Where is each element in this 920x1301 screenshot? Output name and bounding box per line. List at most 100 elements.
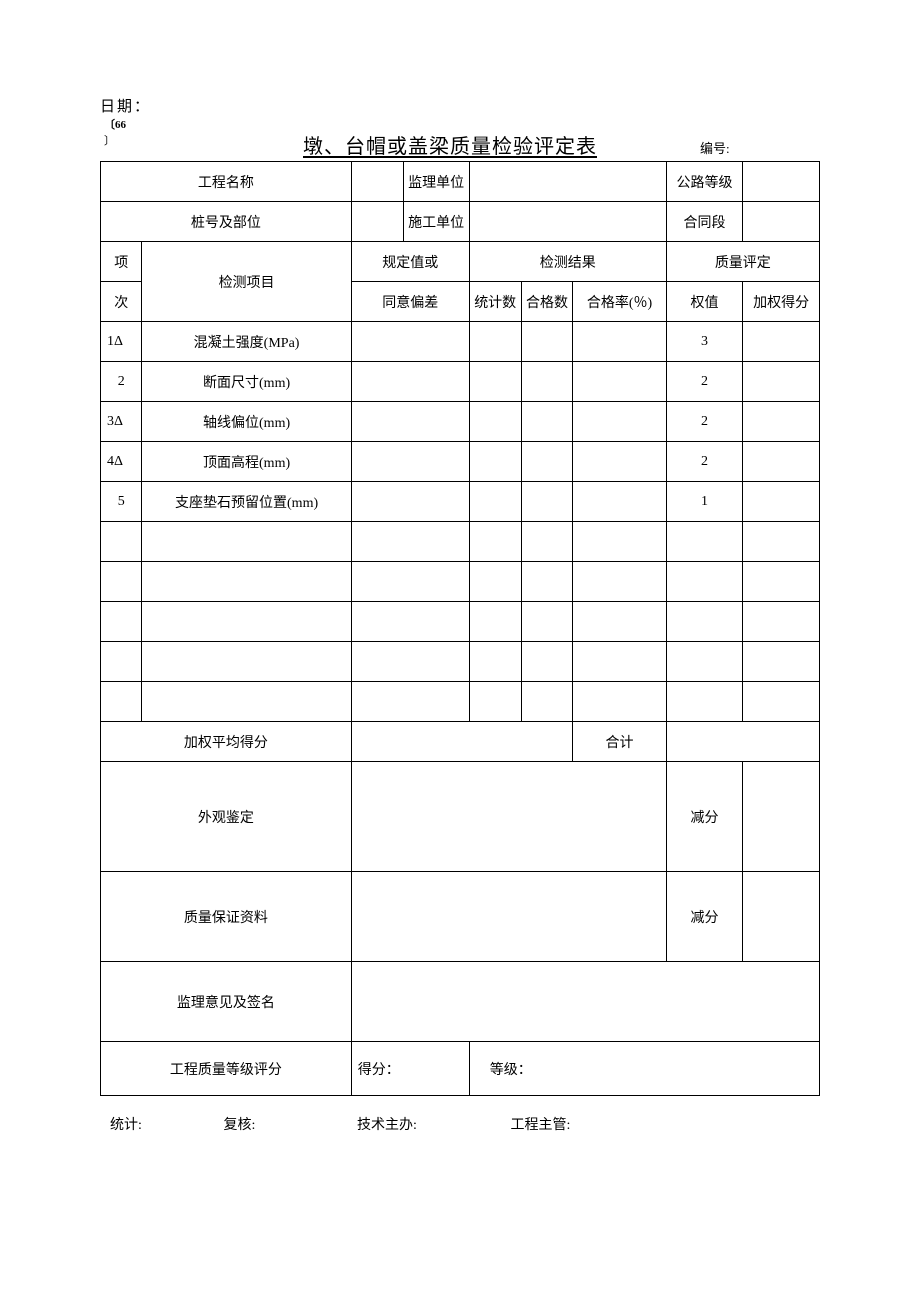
row-pass <box>521 562 573 602</box>
header: 日期： 〔66 〕 墩、台帽或盖梁质量检验评定表 编号: <box>100 95 820 159</box>
pass-count-header: 合格数 <box>521 282 573 322</box>
row-no <box>101 602 142 642</box>
item-header: 检测项目 <box>142 242 351 322</box>
colhead-row-1: 项 检测项目 规定值或 检测结果 质量评定 <box>101 242 820 282</box>
row-score <box>743 642 820 682</box>
contract-value <box>743 202 820 242</box>
weighted-avg-row: 加权平均得分 合计 <box>101 722 820 762</box>
seq-header-2: 次 <box>101 282 142 322</box>
supervisor-value <box>469 162 666 202</box>
deduct-value-2 <box>743 872 820 962</box>
road-grade-value <box>743 162 820 202</box>
form-number-label: 编号: <box>700 138 820 159</box>
row-stat <box>469 442 521 482</box>
appearance-row: 外观鉴定 减分 <box>101 762 820 872</box>
construction-label: 施工单位 <box>403 202 469 242</box>
footer-stat: 统计: <box>110 1114 220 1134</box>
row-weight <box>666 642 743 682</box>
row-spec <box>351 322 469 362</box>
info-row-2: 桩号及部位 施工单位 合同段 <box>101 202 820 242</box>
construction-value <box>469 202 666 242</box>
row-no <box>101 642 142 682</box>
row-rate <box>573 682 666 722</box>
footer-mgr: 工程主管: <box>511 1114 571 1134</box>
deduct-label-2: 减分 <box>666 872 743 962</box>
row-item: 顶面高程(mm) <box>142 442 351 482</box>
weight-header: 权值 <box>666 282 743 322</box>
row-score <box>743 562 820 602</box>
row-weight: 2 <box>666 402 743 442</box>
footer: 统计: 复核: 技术主办: 工程主管: <box>100 1114 820 1134</box>
row-pass <box>521 682 573 722</box>
row-stat <box>469 322 521 362</box>
grade-label: 等级： <box>469 1042 819 1096</box>
row-spec <box>351 522 469 562</box>
row-rate <box>573 562 666 602</box>
road-grade-label: 公路等级 <box>666 162 743 202</box>
row-rate <box>573 642 666 682</box>
appearance-label: 外观鉴定 <box>101 762 352 872</box>
weighted-score-header: 加权得分 <box>743 282 820 322</box>
table-row <box>101 602 820 642</box>
row-item <box>142 642 351 682</box>
table-row: 5 支座垫石预留位置(mm) 1 <box>101 482 820 522</box>
weighted-avg-label: 加权平均得分 <box>101 722 352 762</box>
project-name-label: 工程名称 <box>101 162 352 202</box>
table-row: 1Δ 混凝土强度(MPa) 3 <box>101 322 820 362</box>
grade-eval-row: 工程质量等级评分 得分： 等级： <box>101 1042 820 1096</box>
qa-row: 质量保证资料 减分 <box>101 872 820 962</box>
spec-header-2: 同意偏差 <box>351 282 469 322</box>
row-no: 4Δ <box>101 442 142 482</box>
row-rate <box>573 402 666 442</box>
row-score <box>743 322 820 362</box>
date-label: 日期： <box>100 95 820 116</box>
quality-header: 质量评定 <box>666 242 819 282</box>
row-weight: 1 <box>666 482 743 522</box>
row-pass <box>521 602 573 642</box>
info-row-1: 工程名称 监理单位 公路等级 <box>101 162 820 202</box>
row-item <box>142 602 351 642</box>
row-rate <box>573 482 666 522</box>
table-row <box>101 682 820 722</box>
row-item <box>142 562 351 602</box>
deduct-value-1 <box>743 762 820 872</box>
row-item: 断面尺寸(mm) <box>142 362 351 402</box>
supervisor-sign-label: 监理意见及签名 <box>101 962 352 1042</box>
result-header: 检测结果 <box>469 242 666 282</box>
row-spec <box>351 442 469 482</box>
row-score <box>743 482 820 522</box>
row-weight: 3 <box>666 322 743 362</box>
stake-label: 桩号及部位 <box>101 202 352 242</box>
seq-header-1: 项 <box>101 242 142 282</box>
inspection-table: 工程名称 监理单位 公路等级 桩号及部位 施工单位 合同段 项 检测项目 规定值… <box>100 161 820 1096</box>
row-weight: 2 <box>666 362 743 402</box>
row-rate <box>573 362 666 402</box>
row-spec <box>351 562 469 602</box>
total-value <box>666 722 819 762</box>
row-stat <box>469 642 521 682</box>
row-score <box>743 362 820 402</box>
row-score <box>743 522 820 562</box>
row-item: 混凝土强度(MPa) <box>142 322 351 362</box>
row-rate <box>573 602 666 642</box>
table-row <box>101 522 820 562</box>
row-weight <box>666 682 743 722</box>
row-spec <box>351 402 469 442</box>
pass-rate-header: 合格率(％) <box>573 282 666 322</box>
row-item: 轴线偏位(mm) <box>142 402 351 442</box>
weighted-avg-value <box>351 722 573 762</box>
row-rate <box>573 442 666 482</box>
row-pass <box>521 482 573 522</box>
row-spec <box>351 642 469 682</box>
table-row <box>101 642 820 682</box>
row-score <box>743 442 820 482</box>
row-pass <box>521 402 573 442</box>
row-stat <box>469 562 521 602</box>
table-row: 4Δ 顶面高程(mm) 2 <box>101 442 820 482</box>
score-label: 得分： <box>351 1042 469 1096</box>
row-spec <box>351 482 469 522</box>
table-row: 2 断面尺寸(mm) 2 <box>101 362 820 402</box>
appearance-value <box>351 762 666 872</box>
row-rate <box>573 522 666 562</box>
stake-value <box>351 202 403 242</box>
